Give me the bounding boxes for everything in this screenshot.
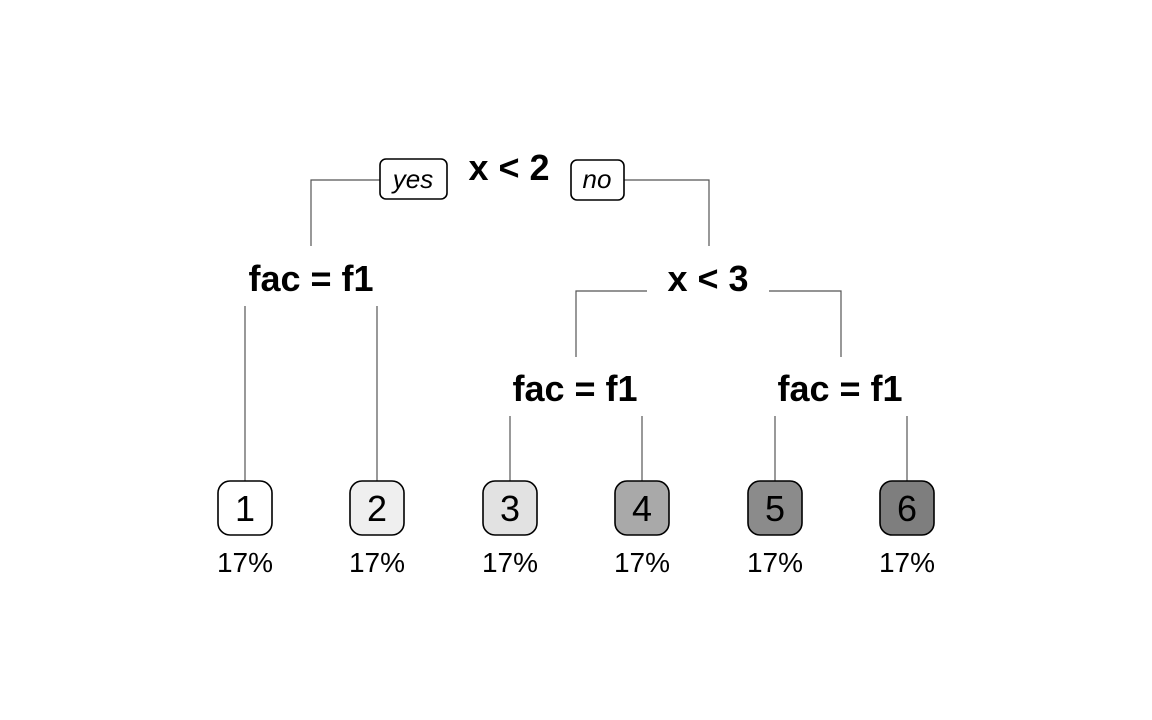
root-node: x < 2 yes no (379, 147, 625, 201)
leaf-label-5: 5 (765, 488, 785, 529)
split-label-root: x < 2 (468, 147, 549, 188)
split-label-x3: x < 3 (667, 258, 748, 299)
leaf-node-2: 2 17% (349, 480, 405, 578)
leaf-node-5: 5 17% (747, 480, 803, 578)
edge-root-left (310, 179, 380, 246)
yes-branch-text: yes (391, 164, 433, 194)
yes-branch-label: yes (379, 158, 448, 200)
leaf-box-3 (482, 480, 538, 536)
edge-root-right (624, 179, 710, 246)
leaf-percent-4: 17% (614, 547, 670, 578)
leaf-percent-6: 17% (879, 547, 935, 578)
split-label-fac-mid: fac = f1 (512, 368, 637, 409)
edge-split3-left (575, 290, 647, 357)
leaf-box-2 (349, 480, 405, 536)
tree-edges (244, 179, 908, 481)
no-branch-text: no (583, 164, 612, 194)
leaf-label-2: 2 (367, 488, 387, 529)
leaf-percent-1: 17% (217, 547, 273, 578)
edge-split3-right (769, 290, 842, 357)
yes-branch-box (379, 158, 448, 200)
leaf-node-1: 1 17% (217, 480, 273, 578)
leaf-node-4: 4 17% (614, 480, 670, 578)
leaf-box-5 (747, 480, 803, 536)
leaf-label-1: 1 (235, 488, 255, 529)
leaf-label-3: 3 (500, 488, 520, 529)
split-label-fac-left: fac = f1 (248, 258, 373, 299)
leaf-percent-3: 17% (482, 547, 538, 578)
leaf-percent-2: 17% (349, 547, 405, 578)
no-branch-label: no (570, 159, 625, 201)
leaf-box-1 (217, 480, 273, 536)
no-branch-box (570, 159, 625, 201)
leaf-node-3: 3 17% (482, 480, 538, 578)
leaf-label-6: 6 (897, 488, 917, 529)
leaf-box-6 (879, 480, 935, 536)
split-label-fac-right: fac = f1 (777, 368, 902, 409)
leaf-box-4 (614, 480, 670, 536)
leaf-percent-5: 17% (747, 547, 803, 578)
leaf-label-4: 4 (632, 488, 652, 529)
leaf-node-6: 6 17% (879, 480, 935, 578)
